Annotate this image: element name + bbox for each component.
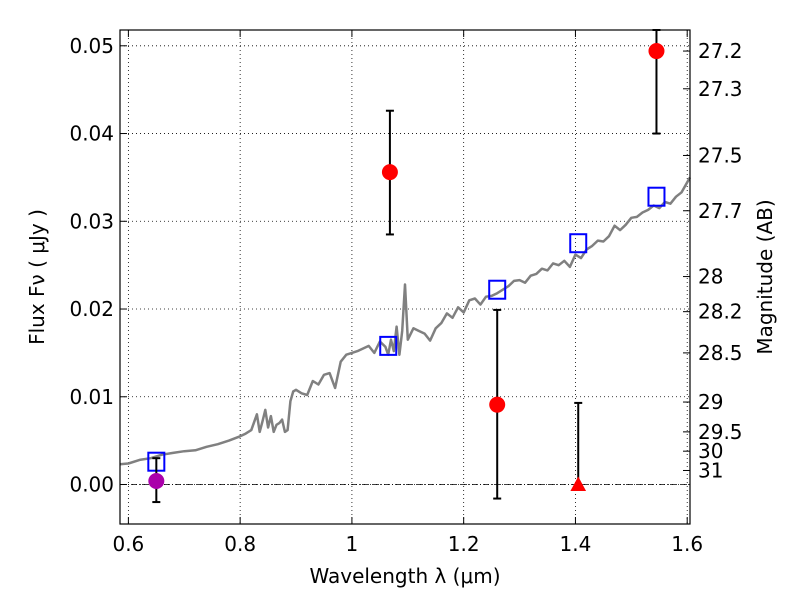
observed-data-point — [381, 164, 398, 181]
model-photometry-square — [569, 233, 588, 254]
y-axis-label: Flux Fν ( μJy ) — [25, 209, 49, 345]
y-tick-label: 0.02 — [69, 297, 114, 321]
y2-tick-label: 31 — [698, 458, 723, 482]
model-spectrum-line — [119, 176, 692, 466]
y-tick-label: 0.03 — [69, 209, 114, 233]
y-tick-label: 0.00 — [69, 473, 114, 497]
model-photometry-square — [379, 335, 398, 356]
x-tick-label: 0.8 — [224, 532, 256, 556]
y2-tick-label: 27.7 — [698, 199, 743, 223]
y2-tick-label: 27.2 — [698, 39, 743, 63]
observed-data-point — [489, 396, 506, 413]
y2-axis-label: Magnitude (AB) — [753, 199, 777, 354]
y2-tick-label: 27.3 — [698, 77, 743, 101]
model-photometry-square — [647, 186, 666, 207]
x-tick-label: 1.4 — [560, 532, 592, 556]
y2-tick-label: 28 — [698, 265, 723, 289]
y-tick-label: 0.05 — [69, 34, 114, 58]
y-tick-label: 0.01 — [69, 385, 114, 409]
optical-data-point — [148, 473, 165, 490]
model-photometry-square — [488, 279, 507, 300]
plot-area — [119, 29, 692, 504]
upper-limit-triangle — [570, 476, 587, 492]
x-tick-label: 1.6 — [671, 532, 703, 556]
x-axis: 0.6 0.8 1 1.2 1.4 1.6 — [112, 30, 703, 556]
y-tick-label: 0.04 — [69, 122, 114, 146]
x-tick-label: 0.6 — [112, 532, 144, 556]
y2-tick-label: 30 — [698, 439, 723, 463]
y2-tick-label: 28.5 — [698, 341, 743, 365]
y2-tick-label: 29 — [698, 390, 723, 414]
x-tick-label: 1 — [346, 532, 359, 556]
y2-tick-label: 27.5 — [698, 143, 743, 167]
x-axis-label: Wavelength λ (μm) — [309, 564, 500, 588]
y2-tick-label: 28.2 — [698, 300, 743, 324]
observed-data-point — [648, 43, 665, 60]
y2-tick-label: 29.5 — [698, 420, 743, 444]
x-tick-label: 1.2 — [448, 532, 480, 556]
y-axis: 0.00 0.01 0.02 0.03 0.04 0.05 — [69, 34, 127, 497]
